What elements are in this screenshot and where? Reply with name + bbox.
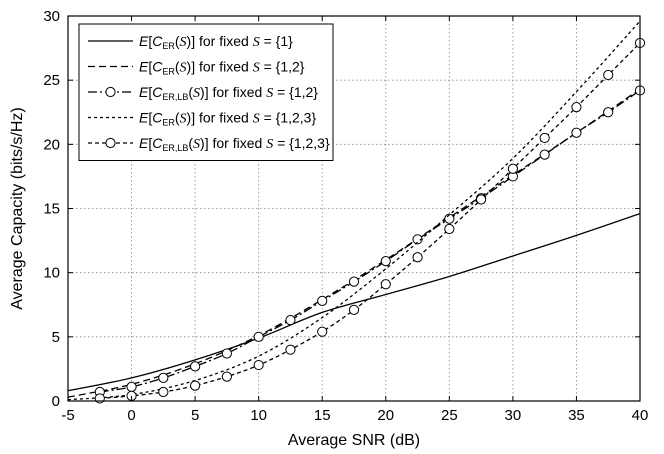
x-tick-label: -5	[61, 407, 74, 424]
series-5-point	[603, 69, 614, 81]
series-5-point	[444, 223, 455, 235]
x-tick-label: 25	[441, 407, 458, 424]
series-5	[94, 37, 646, 404]
x-axis-label: Average SNR (dB)	[288, 432, 420, 449]
series-3-point	[285, 315, 296, 326]
series-3-point	[253, 331, 264, 342]
x-tick-label: 30	[505, 407, 522, 424]
series-3-point	[221, 348, 232, 359]
x-tick-label: 40	[632, 407, 649, 424]
series-5-point	[412, 252, 423, 263]
y-tick-label: 20	[43, 136, 60, 153]
legend-entry-4: E[CER(S)] for fixed S = {1,2,3}	[139, 110, 316, 128]
series-5-point	[94, 393, 105, 404]
y-tick-label: 25	[43, 72, 60, 89]
y-tick-label: 10	[43, 265, 60, 282]
series-1-line	[67, 212, 641, 392]
series-3-point	[571, 127, 582, 138]
legend-entry-2: E[CER(S)] for fixed S = {1,2}	[139, 59, 305, 77]
series-5-point	[507, 163, 518, 174]
series-1	[67, 212, 641, 392]
series-5-point	[285, 344, 296, 355]
series-3-point	[317, 295, 328, 306]
series-3-point	[380, 256, 391, 267]
series-5-point	[571, 102, 582, 113]
y-tick-label: 15	[43, 201, 60, 218]
series-5-point	[380, 279, 391, 290]
series-5-point	[221, 371, 232, 382]
series-3-point	[126, 381, 137, 392]
x-tick-label: 0	[127, 407, 135, 424]
series-5-point	[476, 194, 487, 205]
series-5-point	[158, 386, 169, 398]
series-5-point	[348, 304, 360, 315]
series-5-point	[539, 132, 550, 144]
x-tick-label: 20	[377, 407, 394, 424]
legend-box	[78, 23, 334, 161]
legend-entry-1: E[CER(S)] for fixed S = {1}	[139, 33, 293, 51]
series-5-point	[317, 326, 328, 337]
legend-entry-5: E[CER,LB(S)] for fixed S = {1,2,3}	[139, 135, 330, 153]
series-3-point	[603, 107, 614, 118]
series-5-point	[190, 380, 201, 391]
legend-swatch-marker	[105, 137, 116, 149]
series-3-point	[190, 361, 201, 372]
series-5-point	[253, 359, 264, 371]
series-layer	[67, 20, 646, 404]
legend: E[CER(S)] for fixed S = {1} E[CER(S)] for…	[78, 23, 334, 161]
x-tick-label: 10	[250, 407, 267, 424]
y-axis-label: Average Capacity (bits/s/Hz)	[9, 107, 26, 309]
y-tick-label: 30	[43, 8, 60, 25]
series-3-point	[158, 372, 169, 383]
legend-swatch-marker	[105, 86, 116, 98]
series-3-point	[412, 234, 423, 245]
y-tick-label: 0	[52, 393, 60, 410]
series-3-point	[539, 149, 550, 160]
y-tick-label: 5	[52, 329, 60, 346]
x-tick-label: 35	[568, 407, 585, 424]
series-3-point	[348, 276, 360, 287]
x-tick-label: 15	[314, 407, 331, 424]
x-tick-label: 5	[191, 407, 199, 424]
series-3	[94, 85, 646, 398]
legend-entry-3: E[CER,LB(S)] for fixed S = {1,2}	[139, 84, 318, 102]
